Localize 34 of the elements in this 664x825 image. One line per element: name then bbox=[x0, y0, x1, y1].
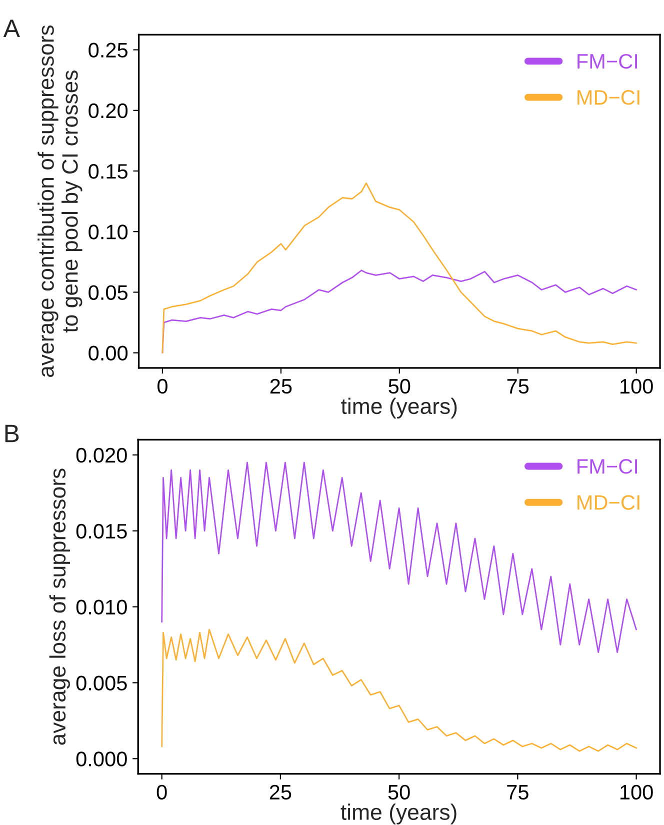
y-tick-label: 0.010 bbox=[76, 600, 127, 615]
y-tick-label: 0.020 bbox=[76, 448, 127, 463]
x-tick-label: 50 bbox=[388, 784, 410, 800]
y-tick-label: 0.005 bbox=[76, 676, 127, 690]
x-axis-title: time (years) bbox=[340, 804, 456, 824]
y-tick-label: 0.015 bbox=[76, 524, 127, 539]
x-tick-label: 100 bbox=[620, 378, 653, 394]
y-tick-label: 0.000 bbox=[76, 752, 127, 766]
line-series bbox=[162, 182, 638, 354]
y-tick-label: 0.00 bbox=[88, 346, 128, 361]
x-tick-label: 50 bbox=[388, 378, 410, 394]
legend-label: FM−CI bbox=[578, 459, 638, 474]
legend-label: MD−CI bbox=[578, 495, 640, 510]
x-tick-label: 75 bbox=[507, 379, 529, 394]
y-tick-label: 0.05 bbox=[88, 285, 128, 300]
text: B bbox=[5, 424, 19, 442]
line-series bbox=[162, 270, 638, 354]
x-tick-label: 75 bbox=[507, 785, 528, 800]
x-tick-label: 0 bbox=[157, 378, 168, 394]
y-tick-label: 0.10 bbox=[88, 224, 128, 240]
x-axis-title: time (years) bbox=[341, 398, 457, 419]
y-tick-label: 0.15 bbox=[88, 164, 128, 179]
y-tick-label: 0.20 bbox=[88, 103, 128, 118]
y-tick-label: 0.25 bbox=[88, 42, 128, 58]
legend-label: MD−CI bbox=[578, 90, 640, 105]
x-tick-label: 100 bbox=[620, 784, 653, 800]
y-axis-title: average contribution of suppressors to gene pool by CI crosses bbox=[38, 25, 82, 377]
legend-label: FM−CI bbox=[578, 54, 638, 69]
line-series bbox=[161, 628, 637, 752]
text: A bbox=[3, 20, 20, 37]
x-tick-label: 25 bbox=[270, 378, 292, 394]
x-tick-label: 25 bbox=[270, 784, 292, 800]
y-axis-title: average loss of suppressors bbox=[49, 468, 70, 745]
x-tick-label: 0 bbox=[156, 784, 167, 800]
